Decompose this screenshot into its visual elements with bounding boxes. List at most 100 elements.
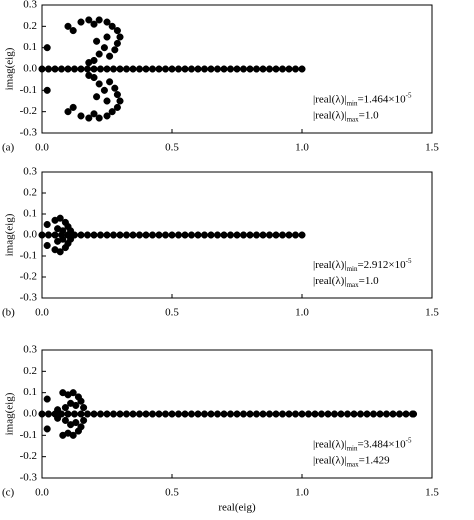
eigenvalue-point bbox=[356, 410, 365, 418]
eigenvalue-point bbox=[285, 231, 293, 239]
eigenvalue-point bbox=[168, 231, 176, 239]
annotation-value: =1.429 bbox=[359, 454, 390, 466]
eigenvalue-point bbox=[83, 410, 92, 418]
eigenvalue-point bbox=[187, 65, 196, 73]
eigenvalue-point bbox=[93, 37, 101, 45]
eigenvalue-point bbox=[389, 410, 397, 418]
eigenvalue-point bbox=[174, 410, 183, 418]
eigenvalue-point bbox=[317, 410, 326, 418]
eigenvalue-point bbox=[64, 22, 72, 30]
eigenvalue-point bbox=[246, 410, 254, 418]
eigenvalue-point bbox=[298, 410, 306, 418]
eigenvalue-point bbox=[90, 110, 98, 118]
eigenvalue-point bbox=[90, 20, 98, 28]
eigenvalue-point bbox=[77, 18, 85, 26]
eigenvalue-point bbox=[51, 410, 59, 418]
annotation-superscript: -5 bbox=[406, 91, 412, 99]
y-tick-label: 0.3 bbox=[23, 344, 37, 356]
eigenvalue-point bbox=[111, 46, 119, 54]
eigenvalue-point bbox=[272, 410, 280, 418]
eigenvalue-point bbox=[148, 65, 157, 73]
x-axis-label: real(eig) bbox=[218, 502, 256, 514]
x-tick-label: 0.5 bbox=[165, 307, 179, 319]
eigenvalue-point bbox=[129, 231, 137, 239]
eigenvalue-point bbox=[90, 65, 98, 73]
eigenvalue-point bbox=[57, 410, 66, 418]
eigenvalue-point bbox=[220, 65, 228, 73]
eigenvalue-point bbox=[56, 248, 64, 256]
y-tick-label: 0.2 bbox=[23, 187, 37, 199]
eigenvalue-point bbox=[96, 65, 105, 73]
eigenvalue-point bbox=[285, 65, 293, 73]
panel: 0.3 0.2 0.1 0.0 -0.1 -0.2 -0.3 0.0 0.5 1.0 1.5 imag… bbox=[2, 166, 439, 319]
eigenvalue-point bbox=[51, 231, 59, 239]
eigenvalue-point bbox=[93, 93, 101, 101]
eigenvalue-point bbox=[77, 423, 85, 431]
annotation-value: =1.0 bbox=[359, 275, 379, 287]
eigenvalue-point bbox=[43, 395, 51, 403]
eigenvalue-point bbox=[187, 410, 196, 418]
x-tick-label: 1.5 bbox=[425, 307, 439, 319]
eigenvalue-point bbox=[106, 78, 114, 86]
eigenvalue-point bbox=[142, 231, 150, 239]
eigenvalue-point bbox=[135, 231, 144, 239]
eigenvalue-point bbox=[298, 231, 306, 239]
eigenvalue-point bbox=[155, 410, 163, 418]
annotation: |real(λ)|max=1.0 bbox=[313, 109, 379, 123]
annotation: |real(λ)|min=1.464×10-5 bbox=[313, 91, 412, 107]
eigenvalue-point bbox=[174, 65, 183, 73]
eigenvalue-point bbox=[233, 410, 241, 418]
eigenvalue-point bbox=[103, 112, 111, 120]
eigenvalue-point bbox=[363, 410, 371, 418]
eigenvalue-point bbox=[304, 410, 313, 418]
eigenvalue-point bbox=[116, 33, 124, 41]
eigenvalue-point bbox=[38, 410, 46, 418]
eigenvalue-point bbox=[77, 231, 85, 239]
eigenvalue-point bbox=[57, 65, 66, 73]
y-tick-label: 0.1 bbox=[23, 386, 37, 398]
eigenvalue-point bbox=[265, 231, 274, 239]
y-tick-label: -0.3 bbox=[20, 127, 38, 139]
x-tick-label: 1.5 bbox=[425, 142, 439, 154]
eigenvalue-point bbox=[43, 86, 51, 94]
eigenvalue-point bbox=[129, 65, 137, 73]
eigenvalue-point bbox=[246, 231, 254, 239]
eigenvalue-point bbox=[100, 44, 108, 52]
eigenvalue-point bbox=[83, 65, 92, 73]
annotation-subscript: max bbox=[347, 115, 360, 123]
eigenvalue-point bbox=[226, 410, 235, 418]
eigenvalue-point bbox=[43, 425, 51, 433]
eigenvalue-point bbox=[155, 231, 163, 239]
eigenvalue-point bbox=[161, 65, 170, 73]
eigenvalue-point bbox=[239, 65, 248, 73]
eigenvalue-point bbox=[113, 27, 121, 35]
eigenvalue-point bbox=[85, 71, 93, 79]
y-tick-label: -0.1 bbox=[20, 250, 37, 262]
eigenvalue-point bbox=[116, 65, 124, 73]
eigenvalue-point bbox=[77, 397, 85, 405]
x-tick-label: 0.0 bbox=[35, 487, 49, 499]
eigenvalue-point bbox=[298, 65, 306, 73]
eigenvalue-point bbox=[61, 404, 69, 412]
eigenvalue-point bbox=[90, 231, 98, 239]
eigenvalue-point bbox=[95, 50, 103, 58]
x-tick-label: 0.5 bbox=[165, 487, 179, 499]
eigenvalue-point bbox=[220, 410, 228, 418]
eigenvalue-point bbox=[233, 231, 241, 239]
eigenvalue-point bbox=[64, 108, 72, 116]
eigenvalue-point bbox=[291, 231, 300, 239]
eigenvalue-point bbox=[64, 231, 72, 239]
eigenvalue-point bbox=[111, 84, 119, 92]
eigenvalue-point bbox=[382, 410, 391, 418]
eigenvalue-point bbox=[291, 65, 300, 73]
eigenvalue-point bbox=[103, 410, 111, 418]
y-tick-label: 0.0 bbox=[23, 408, 37, 420]
eigenvalue-point bbox=[109, 65, 118, 73]
eigenvalue-point bbox=[44, 410, 53, 418]
eigenvalue-point bbox=[113, 103, 121, 111]
annotation-subscript: min bbox=[347, 99, 358, 107]
eigenvalue-point bbox=[95, 114, 103, 122]
y-tick-label: -0.2 bbox=[20, 105, 37, 117]
eigenvalue-point bbox=[67, 399, 75, 407]
eigenvalue-point bbox=[61, 416, 69, 424]
